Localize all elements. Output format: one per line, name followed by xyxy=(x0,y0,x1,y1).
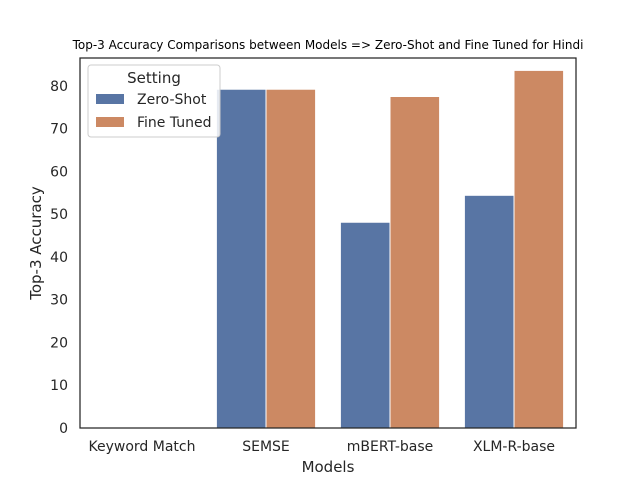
y-axis-label: Top-3 Accuracy xyxy=(27,186,45,301)
chart-title: Top-3 Accuracy Comparisons between Model… xyxy=(72,38,584,52)
bar-fine-tuned-xlm-r-base xyxy=(513,69,565,429)
y-axis-ticks: 0 10 20 30 40 50 60 70 80 xyxy=(50,79,68,437)
y-tick-label: 10 xyxy=(50,378,68,394)
y-tick-label: 60 xyxy=(50,164,68,180)
y-tick-label: 40 xyxy=(50,250,68,266)
legend-label-fine-tuned: Fine Tuned xyxy=(137,115,212,131)
legend-swatch-zero-shot xyxy=(96,94,124,104)
plot-frame xyxy=(79,57,577,429)
x-tick-label-mbert-base: mBERT-base xyxy=(347,439,434,455)
legend-title: Setting xyxy=(127,69,181,87)
bar-fine-tuned-semse xyxy=(265,88,317,429)
x-axis-label: Models xyxy=(302,458,355,476)
bar-fine-tuned-mbert-base xyxy=(389,96,441,429)
legend: Setting Zero-Shot Fine Tuned xyxy=(87,64,221,138)
y-tick-label: 30 xyxy=(50,293,68,309)
y-tick-label: 50 xyxy=(50,207,68,223)
bar-zero-shot-xlm-r-base xyxy=(463,194,515,429)
legend-swatch-fine-tuned xyxy=(96,117,124,127)
y-tick-label: 20 xyxy=(50,335,68,351)
bar-zero-shot-mbert-base xyxy=(339,221,391,429)
x-axis-ticks: Keyword Match SEMSE mBERT-base XLM-R-base xyxy=(89,439,556,455)
bar-zero-shot-semse xyxy=(215,88,267,429)
x-tick-label-keyword-match: Keyword Match xyxy=(89,439,196,455)
y-tick-label: 80 xyxy=(50,79,68,95)
legend-label-zero-shot: Zero-Shot xyxy=(137,92,207,108)
x-tick-label-xlm-r-base: XLM-R-base xyxy=(473,439,555,455)
bars-group xyxy=(215,69,565,429)
y-tick-label: 0 xyxy=(59,421,68,437)
x-tick-label-semse: SEMSE xyxy=(242,439,290,455)
y-tick-label: 70 xyxy=(50,122,68,138)
